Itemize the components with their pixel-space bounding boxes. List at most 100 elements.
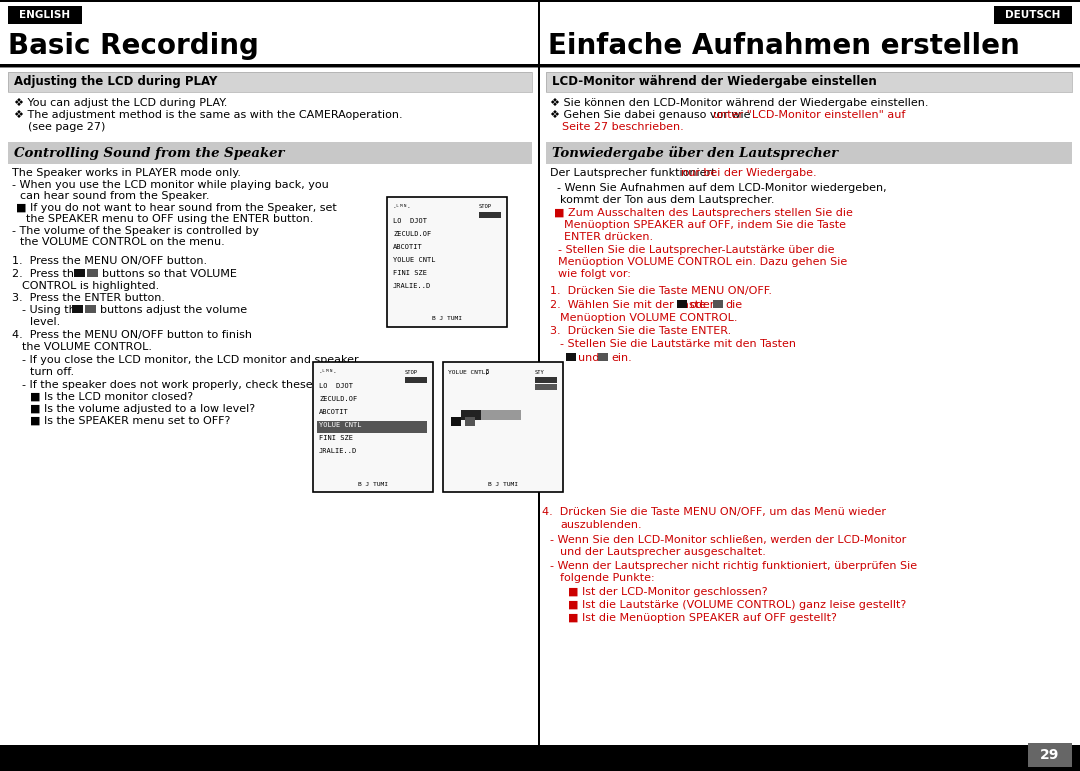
Text: ZECULD.OF: ZECULD.OF xyxy=(319,396,357,402)
Bar xyxy=(318,421,427,433)
Bar xyxy=(313,362,433,492)
Text: (see page 27): (see page 27) xyxy=(28,122,106,132)
Text: unter "LCD-Monitor einstellen" auf: unter "LCD-Monitor einstellen" auf xyxy=(713,110,905,120)
Text: the SPEAKER menu to OFF using the ENTER button.: the SPEAKER menu to OFF using the ENTER … xyxy=(26,214,313,224)
Text: - Wenn der Lautsprecher nicht richtig funktioniert, überprüfen Sie: - Wenn der Lautsprecher nicht richtig fu… xyxy=(550,561,917,571)
Text: 2.  Wählen Sie mit der Taste: 2. Wählen Sie mit der Taste xyxy=(550,300,710,310)
Bar xyxy=(0,64,1080,67)
Bar xyxy=(8,72,532,92)
Bar xyxy=(8,6,82,24)
Bar xyxy=(0,745,1080,771)
Text: - Stellen Sie die Lautsprecher-Lautstärke über die: - Stellen Sie die Lautsprecher-Lautstärk… xyxy=(558,245,835,255)
Bar xyxy=(994,6,1072,24)
Text: 1.  Press the MENU ON/OFF button.: 1. Press the MENU ON/OFF button. xyxy=(12,256,207,266)
Text: B J TUMI: B J TUMI xyxy=(432,317,462,322)
Text: 2.  Press the: 2. Press the xyxy=(12,269,84,279)
Text: LO  DJOT: LO DJOT xyxy=(393,218,427,224)
Text: kommt der Ton aus dem Lautsprecher.: kommt der Ton aus dem Lautsprecher. xyxy=(561,195,774,205)
Text: ·ᴸᴹᴺ·: ·ᴸᴹᴺ· xyxy=(319,369,338,375)
Bar xyxy=(598,353,608,361)
Text: 4.  Press the MENU ON/OFF button to finish: 4. Press the MENU ON/OFF button to finis… xyxy=(12,330,252,340)
Text: STY: STY xyxy=(535,369,544,375)
Text: ❖ You can adjust the LCD during PLAY.: ❖ You can adjust the LCD during PLAY. xyxy=(14,98,228,108)
Text: JRALIE..D: JRALIE..D xyxy=(393,283,431,289)
Text: ■ Is the volume adjusted to a low level?: ■ Is the volume adjusted to a low level? xyxy=(30,404,255,414)
Text: can hear sound from the Speaker.: can hear sound from the Speaker. xyxy=(21,191,210,201)
Text: STOP: STOP xyxy=(405,369,418,375)
Text: JRALIE..D: JRALIE..D xyxy=(319,448,357,454)
Text: YOLUE CNTLβ: YOLUE CNTLβ xyxy=(448,369,489,375)
Bar xyxy=(713,300,723,308)
Text: ■ Zum Ausschalten des Lautsprechers stellen Sie die: ■ Zum Ausschalten des Lautsprechers stel… xyxy=(554,208,853,218)
Text: ENGLISH: ENGLISH xyxy=(19,10,70,20)
Bar xyxy=(8,72,532,92)
Bar xyxy=(538,0,540,745)
Bar xyxy=(75,269,85,277)
Text: buttons adjust the volume: buttons adjust the volume xyxy=(100,305,247,315)
Text: ■ Is the LCD monitor closed?: ■ Is the LCD monitor closed? xyxy=(30,392,193,402)
Text: Tonwiedergabe über den Lautsprecher: Tonwiedergabe über den Lautsprecher xyxy=(552,146,838,160)
Text: ■ Is the SPEAKER menu set to OFF?: ■ Is the SPEAKER menu set to OFF? xyxy=(30,416,230,426)
Bar xyxy=(461,410,481,420)
Text: YOLUE CNTL: YOLUE CNTL xyxy=(319,422,362,428)
Text: - The volume of the Speaker is controlled by: - The volume of the Speaker is controlle… xyxy=(12,226,259,236)
Text: - Wenn Sie den LCD-Monitor schließen, werden der LCD-Monitor: - Wenn Sie den LCD-Monitor schließen, we… xyxy=(550,535,906,545)
Text: Menüoption SPEAKER auf OFF, indem Sie die Taste: Menüoption SPEAKER auf OFF, indem Sie di… xyxy=(564,220,846,230)
Bar xyxy=(72,305,83,313)
Text: ein.: ein. xyxy=(611,353,632,363)
Text: ■ Ist die Menüoption SPEAKER auf OFF gestellt?: ■ Ist die Menüoption SPEAKER auf OFF ges… xyxy=(568,613,837,623)
Text: Basic Recording: Basic Recording xyxy=(8,32,259,60)
Text: ❖ Sie können den LCD-Monitor während der Wiedergabe einstellen.: ❖ Sie können den LCD-Monitor während der… xyxy=(550,98,929,108)
Bar xyxy=(546,72,1072,92)
Text: - If the speaker does not work properly, check these points;: - If the speaker does not work properly,… xyxy=(22,380,354,390)
Bar xyxy=(677,300,687,308)
Bar xyxy=(451,417,461,426)
Text: 29: 29 xyxy=(1040,748,1059,762)
Bar xyxy=(0,0,1080,2)
Text: LO  DJOT: LO DJOT xyxy=(319,383,353,389)
Text: 3.  Drücken Sie die Taste ENTER.: 3. Drücken Sie die Taste ENTER. xyxy=(550,326,731,336)
Text: 1.  Drücken Sie die Taste MENU ON/OFF.: 1. Drücken Sie die Taste MENU ON/OFF. xyxy=(550,286,772,296)
Bar xyxy=(1028,743,1072,767)
Bar xyxy=(480,212,501,218)
Bar xyxy=(85,305,96,313)
Text: The Speaker works in PLAYER mode only.: The Speaker works in PLAYER mode only. xyxy=(12,168,241,178)
Text: und: und xyxy=(578,353,599,363)
Bar xyxy=(0,67,1080,68)
Text: Menüoption VOLUME CONTROL.: Menüoption VOLUME CONTROL. xyxy=(561,313,738,323)
Text: B J TUMI: B J TUMI xyxy=(488,482,518,487)
Text: - Stellen Sie die Lautstärke mit den Tasten: - Stellen Sie die Lautstärke mit den Tas… xyxy=(561,339,796,349)
Bar xyxy=(387,197,507,327)
Text: und der Lautsprecher ausgeschaltet.: und der Lautsprecher ausgeschaltet. xyxy=(561,547,766,557)
Text: - If you close the LCD monitor, the LCD monitor and speaker: - If you close the LCD monitor, the LCD … xyxy=(22,355,359,365)
Bar xyxy=(461,410,521,420)
Text: folgende Punkte:: folgende Punkte: xyxy=(561,573,654,583)
Text: the VOLUME CONTROL.: the VOLUME CONTROL. xyxy=(22,342,152,352)
Text: FINI SZE: FINI SZE xyxy=(393,270,427,276)
Text: wie folgt vor:: wie folgt vor: xyxy=(558,269,631,279)
Text: Einfache Aufnahmen erstellen: Einfache Aufnahmen erstellen xyxy=(548,32,1020,60)
Text: STOP: STOP xyxy=(480,204,492,210)
Text: B J TUMI: B J TUMI xyxy=(357,482,388,487)
Text: ■ Ist die Lautstärke (VOLUME CONTROL) ganz leise gestellt?: ■ Ist die Lautstärke (VOLUME CONTROL) ga… xyxy=(568,600,906,610)
Text: ❖ The adjustment method is the same as with the CAMERAoperation.: ❖ The adjustment method is the same as w… xyxy=(14,110,403,120)
Text: LCD-Monitor während der Wiedergabe einstellen: LCD-Monitor während der Wiedergabe einst… xyxy=(552,76,877,89)
Bar xyxy=(405,377,427,383)
Text: CONTROL is highlighted.: CONTROL is highlighted. xyxy=(22,281,159,291)
Text: turn off.: turn off. xyxy=(30,367,75,377)
Text: ZECULD.OF: ZECULD.OF xyxy=(393,231,431,237)
Text: 3.  Press the ENTER button.: 3. Press the ENTER button. xyxy=(12,293,165,303)
Text: YOLUE CNTL: YOLUE CNTL xyxy=(393,257,435,263)
Text: Adjusting the LCD during PLAY: Adjusting the LCD during PLAY xyxy=(14,76,217,89)
Text: FINI SZE: FINI SZE xyxy=(319,435,353,441)
Text: ENTER drücken.: ENTER drücken. xyxy=(564,232,653,242)
Bar xyxy=(535,384,557,390)
Text: ❖ Gehen Sie dabei genauso vor wie: ❖ Gehen Sie dabei genauso vor wie xyxy=(550,110,754,120)
Text: ■ Ist der LCD-Monitor geschlossen?: ■ Ist der LCD-Monitor geschlossen? xyxy=(568,587,768,597)
Text: - When you use the LCD monitor while playing back, you: - When you use the LCD monitor while pla… xyxy=(12,180,328,190)
Bar xyxy=(465,417,475,426)
Text: die: die xyxy=(725,300,742,310)
Text: - Wenn Sie Aufnahmen auf dem LCD-Monitor wiedergeben,: - Wenn Sie Aufnahmen auf dem LCD-Monitor… xyxy=(550,183,887,193)
Text: the VOLUME CONTROL on the menu.: the VOLUME CONTROL on the menu. xyxy=(21,237,225,247)
Text: oder: oder xyxy=(689,300,714,310)
